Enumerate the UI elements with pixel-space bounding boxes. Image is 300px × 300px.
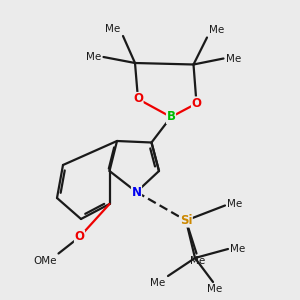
- Text: OMe: OMe: [34, 256, 57, 266]
- Text: O: O: [74, 230, 85, 244]
- Text: B: B: [167, 110, 176, 124]
- Text: Me: Me: [207, 284, 222, 294]
- Text: Me: Me: [150, 278, 166, 287]
- Text: Me: Me: [230, 244, 246, 254]
- Text: Me: Me: [86, 52, 101, 62]
- Text: Me: Me: [190, 256, 206, 266]
- Text: Me: Me: [226, 53, 241, 64]
- Text: N: N: [131, 185, 142, 199]
- Text: Si: Si: [180, 214, 192, 227]
- Text: O: O: [133, 92, 143, 106]
- Text: Me: Me: [105, 24, 121, 34]
- Text: O: O: [191, 97, 202, 110]
- Text: Me: Me: [227, 199, 243, 209]
- Text: Me: Me: [208, 25, 224, 35]
